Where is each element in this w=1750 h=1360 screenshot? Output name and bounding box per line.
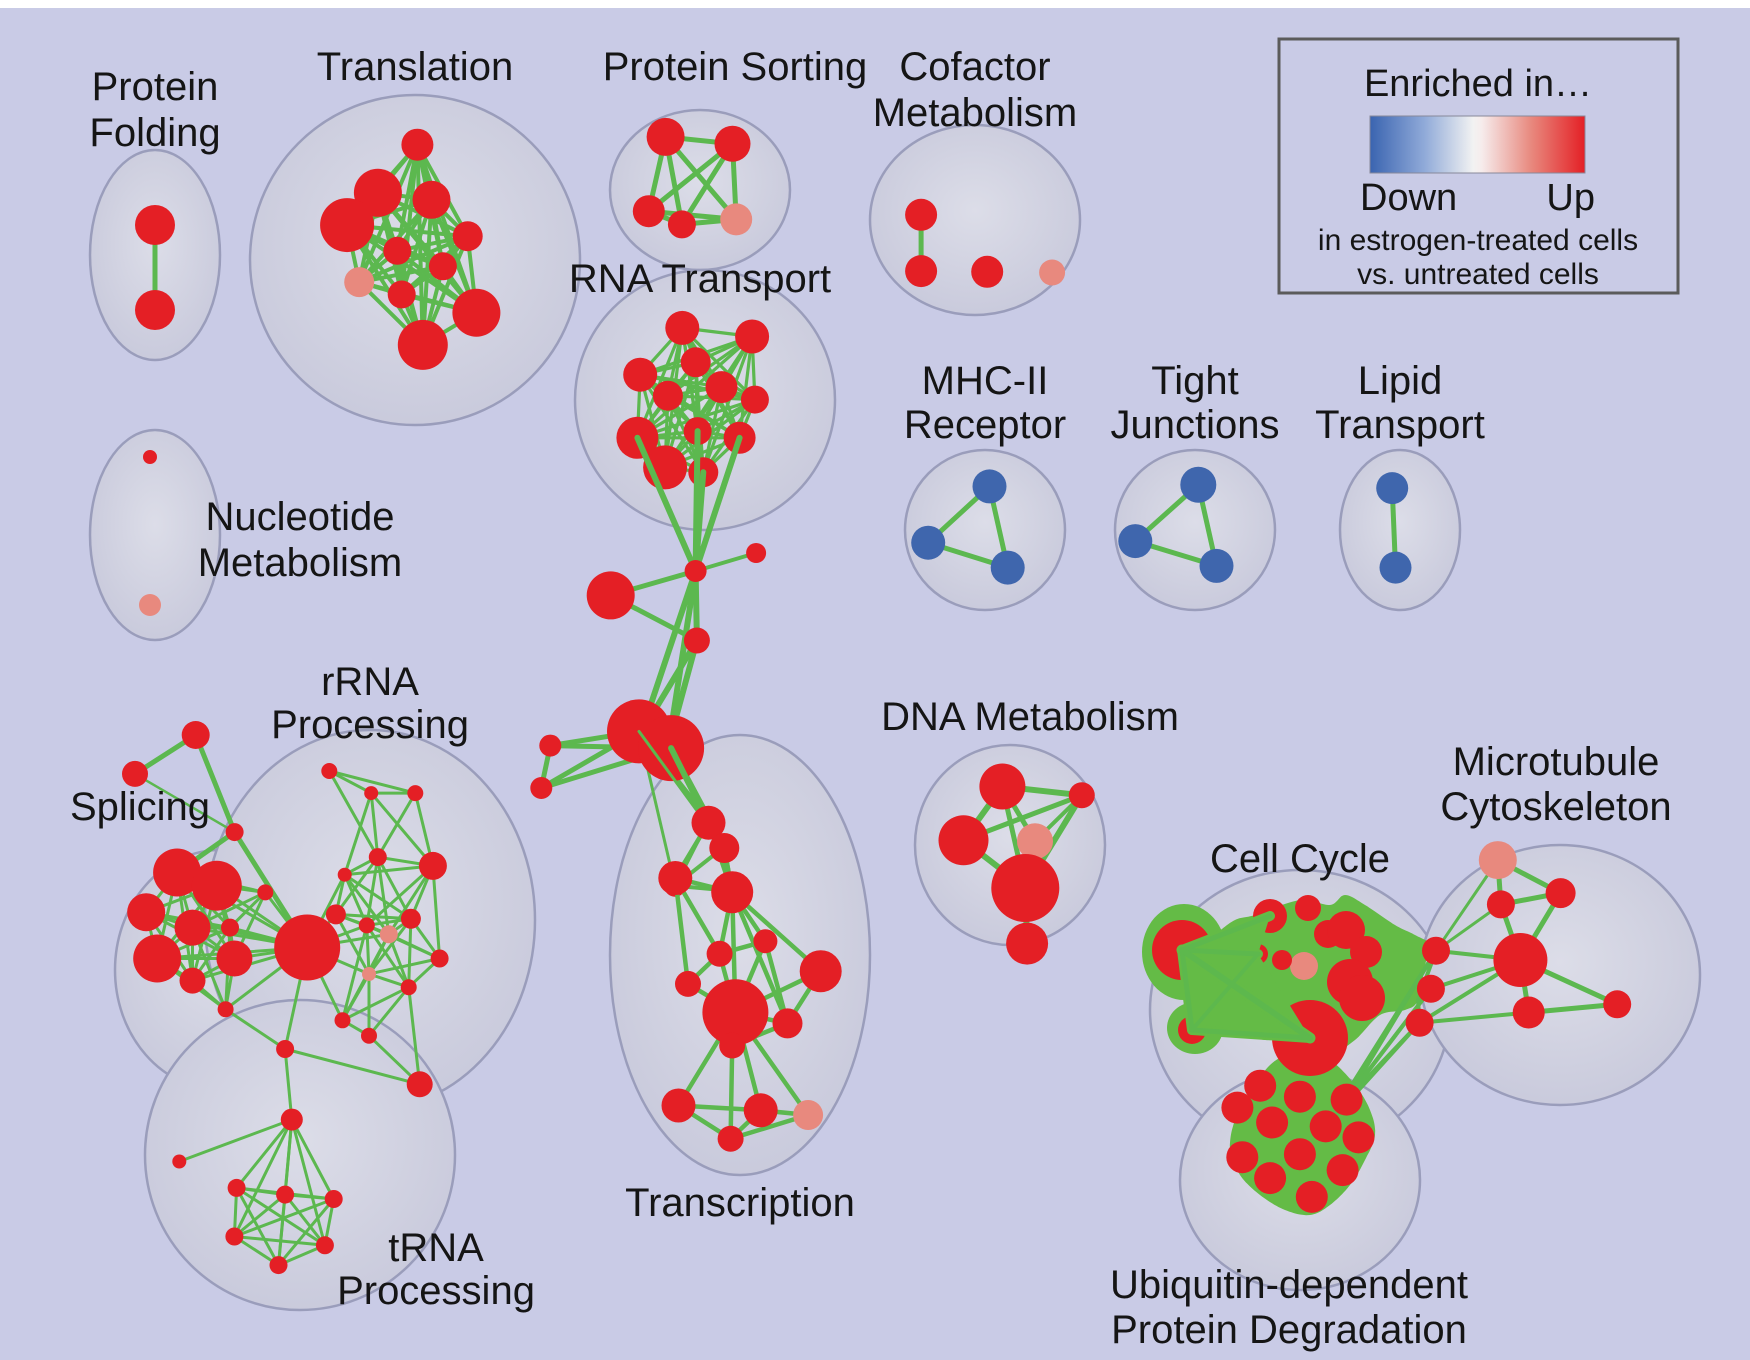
svg-text:Tight: Tight [1151,359,1238,403]
svg-text:Receptor: Receptor [904,403,1066,447]
svg-text:Protein Sorting: Protein Sorting [603,45,868,89]
svg-text:Translation: Translation [317,45,513,89]
svg-text:Processing: Processing [271,703,469,747]
svg-text:Lipid: Lipid [1358,359,1443,403]
svg-text:Up: Up [1546,177,1595,219]
svg-text:Transport: Transport [1315,403,1485,447]
svg-text:Microtubule: Microtubule [1453,740,1660,784]
svg-text:Metabolism: Metabolism [873,91,1078,135]
svg-text:Processing: Processing [337,1269,535,1313]
svg-text:Transcription: Transcription [625,1181,855,1225]
svg-text:Metabolism: Metabolism [198,541,403,585]
svg-text:Cell Cycle: Cell Cycle [1210,837,1390,881]
svg-text:Cytoskeleton: Cytoskeleton [1440,785,1671,829]
svg-text:Protein: Protein [92,65,219,109]
svg-text:Nucleotide: Nucleotide [205,495,394,539]
svg-text:vs. untreated cells: vs. untreated cells [1357,258,1599,291]
svg-text:DNA Metabolism: DNA Metabolism [881,695,1179,739]
svg-text:Splicing: Splicing [70,785,210,829]
svg-text:Folding: Folding [89,111,220,155]
svg-text:MHC-II: MHC-II [922,359,1049,403]
svg-text:Ubiquitin-dependent: Ubiquitin-dependent [1110,1263,1468,1307]
svg-text:tRNA: tRNA [388,1226,484,1270]
svg-text:Junctions: Junctions [1111,403,1280,447]
svg-text:RNA Transport: RNA Transport [569,257,831,301]
svg-text:in estrogen-treated cells: in estrogen-treated cells [1318,224,1638,257]
svg-text:Protein Degradation: Protein Degradation [1111,1308,1467,1352]
svg-text:Cofactor: Cofactor [899,45,1050,89]
svg-text:Enriched in…: Enriched in… [1364,63,1592,105]
svg-text:rRNA: rRNA [321,660,419,704]
svg-text:Down: Down [1360,177,1457,219]
